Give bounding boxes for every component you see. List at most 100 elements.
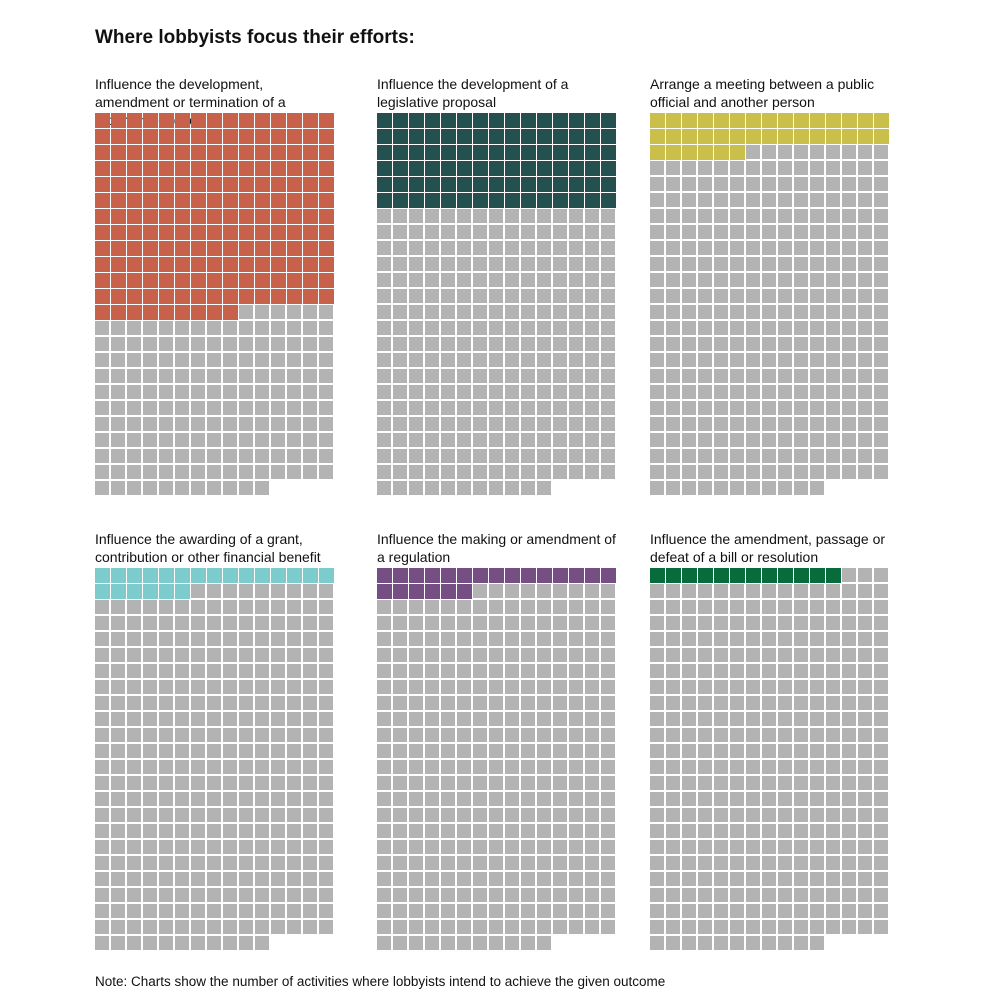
empty-square <box>762 145 776 159</box>
empty-square <box>585 680 599 694</box>
empty-square <box>441 904 455 918</box>
empty-square <box>457 369 471 383</box>
empty-square <box>393 369 407 383</box>
empty-square <box>794 680 808 694</box>
empty-square <box>287 696 301 710</box>
empty-square <box>874 824 888 838</box>
empty-square <box>521 401 535 415</box>
empty-square <box>537 305 551 319</box>
empty-square <box>794 257 808 271</box>
empty-square <box>505 353 519 367</box>
empty-square <box>682 664 696 678</box>
empty-square <box>191 353 205 367</box>
filled-square <box>409 177 424 192</box>
empty-square <box>874 337 888 351</box>
filled-square <box>682 568 697 583</box>
empty-square <box>537 209 551 223</box>
panel-title: Arrange a meeting between a public offic… <box>650 76 875 110</box>
empty-square <box>191 696 205 710</box>
empty-square <box>778 449 792 463</box>
empty-square <box>393 712 407 726</box>
empty-square <box>223 449 237 463</box>
empty-square <box>303 337 317 351</box>
empty-square <box>601 353 615 367</box>
empty-square <box>255 840 269 854</box>
empty-square <box>489 632 503 646</box>
empty-square <box>794 401 808 415</box>
empty-square <box>95 664 109 678</box>
empty-square <box>377 616 391 630</box>
filled-square <box>537 113 552 128</box>
filled-square <box>425 177 440 192</box>
empty-square <box>441 712 455 726</box>
empty-square <box>874 776 888 790</box>
empty-square <box>826 712 840 726</box>
empty-square <box>377 888 391 902</box>
empty-square <box>778 712 792 726</box>
empty-square <box>457 417 471 431</box>
filled-square <box>585 113 600 128</box>
empty-square <box>95 680 109 694</box>
empty-square <box>794 792 808 806</box>
empty-square <box>159 936 173 950</box>
empty-square <box>223 584 237 598</box>
empty-square <box>111 353 125 367</box>
filled-square <box>489 129 504 144</box>
empty-square <box>175 760 189 774</box>
empty-square <box>255 648 269 662</box>
empty-square <box>666 680 680 694</box>
empty-square <box>762 792 776 806</box>
empty-square <box>425 872 439 886</box>
empty-square <box>682 616 696 630</box>
empty-square <box>159 824 173 838</box>
filled-square <box>377 129 392 144</box>
empty-square <box>826 584 840 598</box>
filled-square <box>223 225 238 240</box>
filled-square <box>457 145 472 160</box>
empty-square <box>714 481 728 495</box>
empty-square <box>730 872 744 886</box>
empty-square <box>698 161 712 175</box>
empty-square <box>601 792 615 806</box>
empty-square <box>858 680 872 694</box>
empty-square <box>762 632 776 646</box>
empty-square <box>874 840 888 854</box>
filled-square <box>95 113 110 128</box>
empty-square <box>425 840 439 854</box>
empty-square <box>730 289 744 303</box>
empty-square <box>377 337 391 351</box>
empty-square <box>810 792 824 806</box>
empty-square <box>207 760 221 774</box>
empty-square <box>457 936 471 950</box>
filled-square <box>762 113 777 128</box>
empty-square <box>239 337 253 351</box>
empty-square <box>255 872 269 886</box>
empty-square <box>778 305 792 319</box>
filled-square <box>255 177 270 192</box>
empty-square <box>441 385 455 399</box>
empty-square <box>585 840 599 854</box>
empty-square <box>393 600 407 614</box>
empty-square <box>287 904 301 918</box>
filled-square <box>191 145 206 160</box>
filled-square <box>159 568 174 583</box>
empty-square <box>303 449 317 463</box>
filled-square <box>505 177 520 192</box>
empty-square <box>842 872 856 886</box>
empty-square <box>569 840 583 854</box>
empty-square <box>858 369 872 383</box>
empty-square <box>159 728 173 742</box>
empty-square <box>874 433 888 447</box>
empty-square <box>762 664 776 678</box>
empty-square <box>810 321 824 335</box>
empty-square <box>746 648 760 662</box>
empty-square <box>537 584 551 598</box>
empty-square <box>714 904 728 918</box>
empty-square <box>255 824 269 838</box>
empty-square <box>858 904 872 918</box>
empty-square <box>393 872 407 886</box>
empty-square <box>794 712 808 726</box>
waffle-grid <box>650 113 895 503</box>
empty-square <box>303 680 317 694</box>
panel-title: Influence the development, amendment or … <box>95 76 286 128</box>
